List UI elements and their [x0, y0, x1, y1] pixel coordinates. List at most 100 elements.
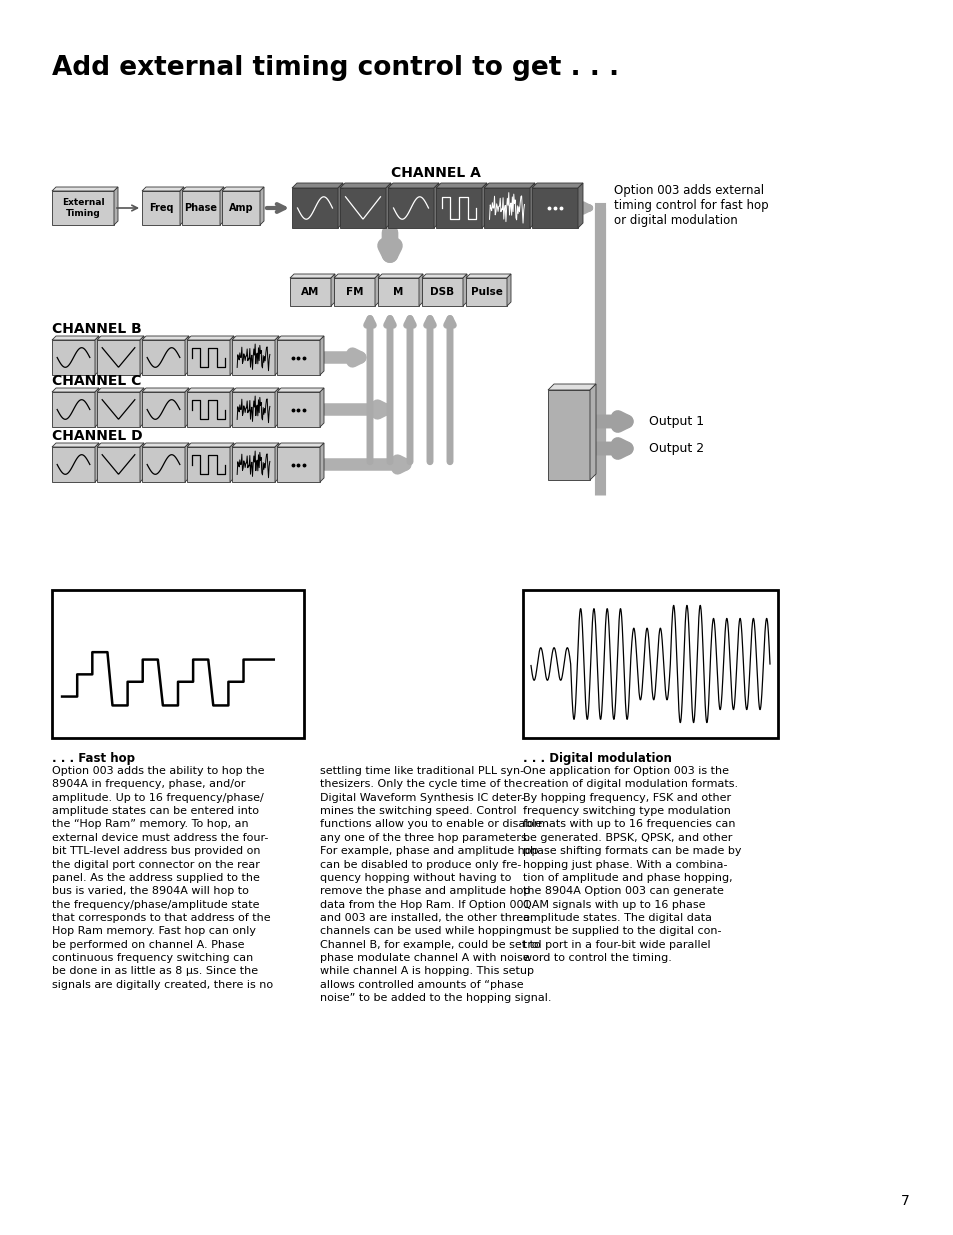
Bar [276, 391, 319, 427]
Polygon shape [222, 186, 264, 191]
Polygon shape [140, 388, 144, 427]
Bar [97, 391, 140, 427]
Bar [187, 447, 230, 482]
Bar [187, 391, 230, 427]
Polygon shape [140, 443, 144, 482]
Bar [52, 447, 95, 482]
Polygon shape [532, 183, 582, 188]
Bar [182, 191, 220, 225]
Bar [276, 340, 319, 375]
Polygon shape [276, 336, 324, 340]
Text: Add external timing control to get . . .: Add external timing control to get . . . [52, 56, 618, 82]
Text: One application for Option 003 is the
creation of digital modulation formats.
By: One application for Option 003 is the cr… [522, 766, 740, 963]
Polygon shape [52, 186, 118, 191]
Polygon shape [418, 274, 422, 306]
Bar [377, 278, 418, 306]
Polygon shape [142, 388, 189, 391]
Text: Output 1: Output 1 [648, 415, 703, 429]
Polygon shape [230, 388, 233, 427]
Polygon shape [230, 443, 233, 482]
Text: . . . Fast hop: . . . Fast hop [52, 752, 135, 764]
Text: Phase: Phase [184, 203, 217, 212]
Text: Freq: Freq [149, 203, 173, 212]
Polygon shape [180, 186, 184, 225]
Bar [292, 188, 337, 228]
Bar [97, 340, 140, 375]
Polygon shape [434, 183, 438, 228]
Text: CHANNEL C: CHANNEL C [52, 374, 141, 388]
Text: Pulse: Pulse [470, 287, 502, 296]
Polygon shape [97, 443, 144, 447]
Bar [142, 391, 185, 427]
Bar [187, 340, 230, 375]
Polygon shape [230, 336, 233, 375]
Bar [52, 191, 113, 225]
Bar [232, 391, 274, 427]
Bar [334, 278, 375, 306]
Polygon shape [142, 443, 189, 447]
Text: Option 003 adds the ability to hop the
8904A in frequency, phase, and/or
amplitu: Option 003 adds the ability to hop the 8… [52, 766, 273, 989]
Text: CHANNEL A: CHANNEL A [391, 165, 480, 180]
Polygon shape [276, 388, 324, 391]
Polygon shape [52, 388, 99, 391]
Text: DSB: DSB [430, 287, 454, 296]
Bar [532, 188, 578, 228]
Bar [421, 278, 462, 306]
Polygon shape [386, 183, 391, 228]
Polygon shape [319, 388, 324, 427]
Bar [142, 447, 185, 482]
Polygon shape [462, 274, 467, 306]
Polygon shape [290, 274, 335, 278]
Polygon shape [319, 336, 324, 375]
Polygon shape [220, 186, 224, 225]
Polygon shape [140, 336, 144, 375]
Polygon shape [232, 388, 278, 391]
Bar [522, 590, 778, 739]
Polygon shape [331, 274, 335, 306]
Polygon shape [113, 186, 118, 225]
Polygon shape [481, 183, 486, 228]
Polygon shape [274, 443, 278, 482]
Text: Option 003 adds external
timing control for fast hop
or digital modulation: Option 003 adds external timing control … [614, 184, 768, 227]
Bar [52, 391, 95, 427]
Polygon shape [52, 443, 99, 447]
Polygon shape [483, 183, 535, 188]
Text: Output 2: Output 2 [648, 442, 703, 454]
Bar [222, 191, 260, 225]
Polygon shape [185, 388, 189, 427]
Bar [483, 188, 530, 228]
Polygon shape [292, 183, 343, 188]
Bar [142, 191, 180, 225]
Polygon shape [388, 183, 438, 188]
Text: External
Timing: External Timing [62, 199, 104, 217]
Polygon shape [260, 186, 264, 225]
Text: 7: 7 [901, 1194, 909, 1208]
Polygon shape [337, 183, 343, 228]
Bar [436, 188, 481, 228]
Polygon shape [95, 388, 99, 427]
Text: . . . Digital modulation: . . . Digital modulation [522, 752, 671, 764]
Polygon shape [506, 274, 511, 306]
Polygon shape [185, 443, 189, 482]
Polygon shape [142, 186, 184, 191]
Polygon shape [232, 443, 278, 447]
Polygon shape [276, 443, 324, 447]
Bar [52, 340, 95, 375]
Bar [276, 447, 319, 482]
Polygon shape [95, 336, 99, 375]
Polygon shape [578, 183, 582, 228]
Bar [290, 278, 331, 306]
Text: M: M [393, 287, 403, 296]
Text: settling time like traditional PLL syn-
thesizers. Only the cycle time of the
Di: settling time like traditional PLL syn- … [319, 766, 551, 1003]
Bar [97, 447, 140, 482]
Polygon shape [377, 274, 422, 278]
Polygon shape [339, 183, 391, 188]
Bar [465, 278, 506, 306]
Polygon shape [319, 443, 324, 482]
Polygon shape [182, 186, 224, 191]
Polygon shape [95, 443, 99, 482]
Polygon shape [185, 336, 189, 375]
Polygon shape [142, 336, 189, 340]
Polygon shape [436, 183, 486, 188]
Polygon shape [52, 336, 99, 340]
